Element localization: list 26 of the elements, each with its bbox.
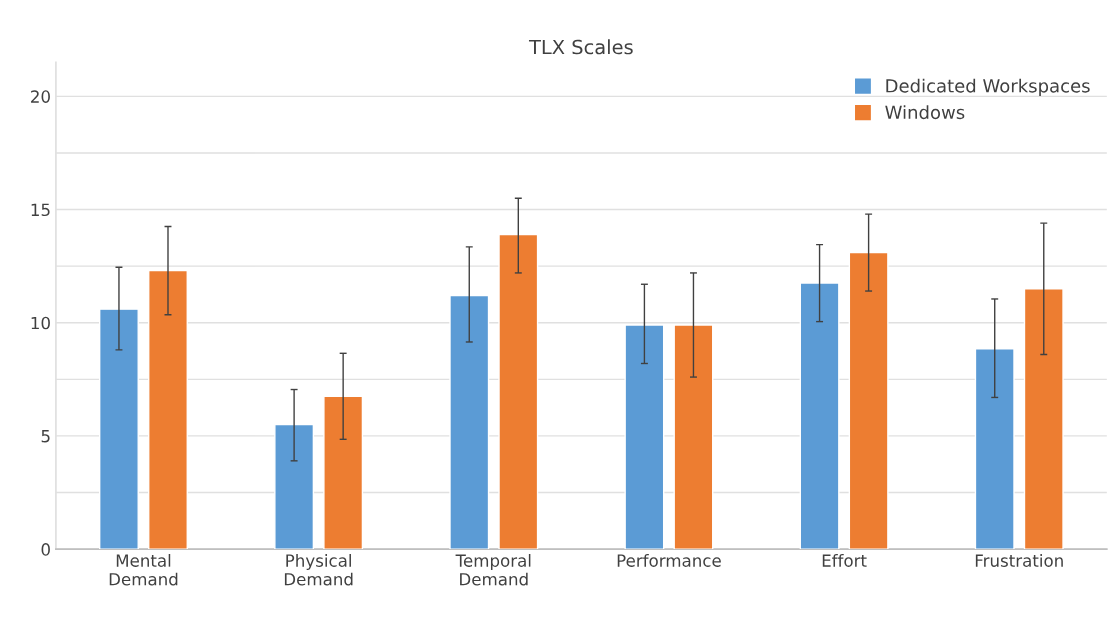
bar bbox=[974, 348, 1015, 550]
bar bbox=[673, 324, 714, 550]
y-tick-label: 20 bbox=[31, 90, 50, 103]
chart-title: TLX Scales bbox=[528, 39, 633, 55]
bar bbox=[624, 324, 665, 550]
bar bbox=[323, 395, 364, 550]
x-tick-label: Temporal Demand bbox=[455, 553, 531, 586]
y-tick-label: 5 bbox=[41, 430, 50, 443]
bar bbox=[799, 282, 840, 550]
x-tick-label: Physical Demand bbox=[284, 553, 353, 586]
bar bbox=[848, 251, 889, 550]
x-tick-label: Mental Demand bbox=[109, 553, 178, 586]
legend-label: Windows bbox=[885, 105, 965, 120]
x-tick-label: Frustration bbox=[975, 553, 1063, 567]
x-tick-label: Performance bbox=[617, 553, 721, 567]
y-tick-label: 0 bbox=[41, 543, 50, 556]
bar bbox=[148, 269, 188, 550]
x-tick-label: Effort bbox=[822, 553, 867, 567]
bar bbox=[1023, 288, 1064, 550]
bar bbox=[498, 233, 539, 550]
y-tick-label: 10 bbox=[31, 316, 50, 330]
bar bbox=[98, 308, 139, 550]
y-tick-label: 15 bbox=[31, 203, 50, 217]
legend-label: Dedicated Workspaces bbox=[886, 78, 1090, 97]
bar bbox=[449, 294, 490, 550]
bar bbox=[274, 423, 315, 550]
